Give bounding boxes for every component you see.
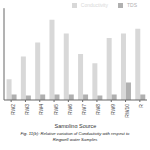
svg-text:RW9: RW9 [110, 104, 116, 115]
svg-text:RW8: RW8 [96, 104, 102, 115]
svg-text:RW7: RW7 [81, 104, 87, 115]
svg-text:RW6: RW6 [67, 104, 73, 115]
svg-text:RW2: RW2 [10, 104, 16, 115]
html-text:Ringwell water Samples: Ringwell water Samples [52, 137, 98, 142]
svg-text:RW4: RW4 [38, 104, 44, 115]
svg-text:R: R [138, 104, 142, 108]
html-text:Fig. 11(b): Relative variation: Fig. 11(b): Relative variation of Conduc… [20, 131, 130, 136]
svg-text:RW10: RW10 [124, 104, 130, 118]
svg-text:Sampling Source: Sampling Source [55, 123, 97, 128]
svg-text:RW5: RW5 [53, 104, 59, 115]
html-text:TDS: TDS [127, 2, 137, 8]
html-text:Conductivity: Conductivity [80, 2, 108, 8]
svg-text:RW3: RW3 [24, 104, 30, 115]
